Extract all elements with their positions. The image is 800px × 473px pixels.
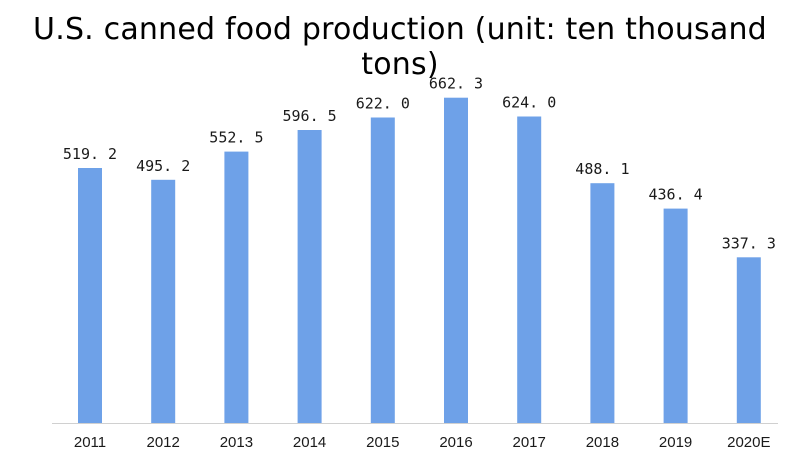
bars-layer (78, 97, 761, 423)
bar-2015 (370, 117, 395, 423)
value-label-2013: 552. 5 (209, 129, 263, 147)
x-tick-label-2012: 2012 (147, 434, 180, 451)
x-tick-label-2013: 2013 (220, 434, 253, 451)
x-tick-label-2011: 2011 (74, 434, 106, 451)
bar-2012 (151, 179, 176, 423)
x-tick-label-2017: 2017 (513, 434, 546, 451)
value-label-2018: 488. 1 (575, 160, 629, 178)
value-label-2017: 624. 0 (502, 94, 556, 112)
x-tick-label-2015: 2015 (366, 434, 399, 451)
value-label-2019: 436. 4 (649, 186, 703, 204)
value-label-2014: 596. 5 (283, 107, 337, 125)
bar-2017 (517, 116, 542, 423)
x-tick-labels-layer: 2011 2012 2013 2014 2015 2016 2017 2018 2019 2020… (74, 434, 771, 451)
value-label-2015: 622. 0 (356, 95, 410, 113)
bar-2011 (78, 168, 102, 423)
value-labels-layer: 519. 2 495. 2 552. 5 596. 5 622. 0 662. 3 624.… (63, 75, 776, 253)
x-tick-label-2014: 2014 (293, 434, 326, 451)
x-tick-label-2018: 2018 (586, 434, 619, 451)
bar-2016 (444, 97, 468, 423)
bar-2014 (297, 130, 322, 423)
bar-2019 (663, 208, 688, 423)
bar-2013 (224, 151, 249, 423)
x-tick-label-2020E: 2020E (727, 434, 770, 451)
chart-title: U.S. canned food production (unit: ten t… (33, 12, 767, 82)
bar-2018 (590, 183, 615, 423)
value-label-2011: 519. 2 (63, 145, 117, 163)
x-tick-label-2019: 2019 (659, 434, 692, 451)
x-tick-label-2016: 2016 (439, 434, 472, 451)
value-label-2016: 662. 3 (429, 75, 483, 93)
bar-2020E (736, 257, 761, 423)
value-label-2012: 495. 2 (136, 157, 190, 175)
value-label-2020E: 337. 3 (722, 234, 776, 252)
